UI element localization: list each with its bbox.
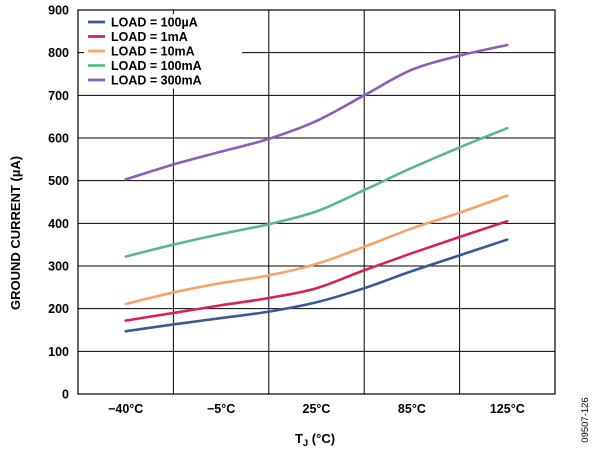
y-tick-label: 100 <box>48 345 69 359</box>
plot-frame <box>77 9 556 395</box>
x-axis-label: TJ (°C) <box>295 431 335 449</box>
series-line <box>124 126 509 258</box>
legend-background <box>84 14 242 89</box>
figure-id: 09507-126 <box>580 397 591 442</box>
axis-layer: 0 100 200 300 400 500 600 700 800 900 −40°C −5°C 25°… <box>48 4 556 416</box>
x-axis-label-main: T <box>295 431 303 446</box>
x-tick-label: 85°C <box>398 402 426 416</box>
y-tick-label: 600 <box>48 132 69 146</box>
x-tick-label: −5°C <box>207 402 235 416</box>
x-tick-label: 125°C <box>490 402 525 416</box>
legend-label: LOAD = 1mA <box>111 30 188 44</box>
legend-label: LOAD = 100mA <box>111 59 202 73</box>
x-tick-label: 25°C <box>303 402 331 416</box>
y-tick-label: 800 <box>48 46 69 60</box>
series-layer <box>124 43 509 333</box>
x-axis-label-unit: (°C) <box>308 431 335 446</box>
y-tick-label: 500 <box>48 174 69 188</box>
x-axis-label-subscript: J <box>303 438 308 449</box>
series-line <box>124 219 509 322</box>
series-line <box>124 43 509 181</box>
y-tick-label: 900 <box>48 4 69 18</box>
y-tick-label: 400 <box>48 217 69 231</box>
legend-label: LOAD = 10mA <box>111 45 195 59</box>
legend-label: LOAD = 300mA <box>111 74 202 88</box>
y-tick-label: 0 <box>62 388 69 402</box>
series-line <box>124 194 509 306</box>
legend-label: LOAD = 100µA <box>111 16 198 30</box>
y-tick-label: 700 <box>48 89 69 103</box>
y-tick-label: 300 <box>48 260 69 274</box>
y-tick-label: 200 <box>48 302 69 316</box>
series-line <box>124 238 509 333</box>
x-tick-label: −40°C <box>108 402 143 416</box>
y-axis-label: GROUND CURRENT (µA) <box>8 156 23 310</box>
